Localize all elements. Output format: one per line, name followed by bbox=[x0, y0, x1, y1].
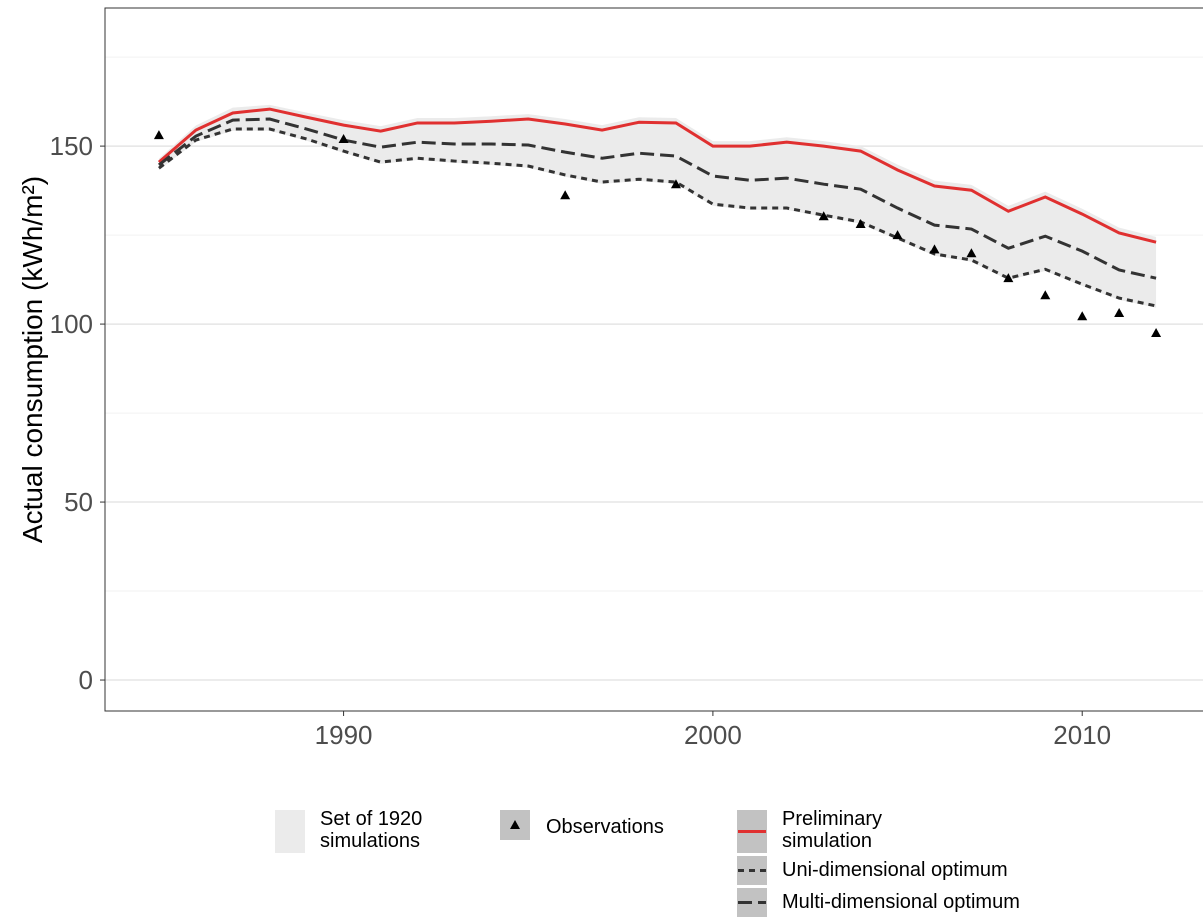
legend-label: Multi-dimensional optimum bbox=[782, 891, 1020, 913]
observation-point bbox=[892, 230, 903, 240]
observation-point bbox=[670, 179, 681, 189]
observation-point bbox=[1003, 273, 1014, 283]
observation-point bbox=[1114, 308, 1125, 318]
observation-point bbox=[1151, 327, 1162, 337]
legend-label: Set of 1920 simulations bbox=[320, 808, 423, 852]
legend-label: Observations bbox=[546, 816, 664, 838]
panel-border bbox=[104, 7, 1203, 712]
simulation-band bbox=[158, 104, 1157, 308]
observation-point bbox=[560, 190, 571, 200]
y-axis-label: Actual consumption (kWh/m²) bbox=[17, 176, 48, 543]
legend-label: Preliminary simulation bbox=[782, 808, 883, 852]
x-tick-label: 2010 bbox=[1053, 720, 1111, 750]
y-tick-label: 50 bbox=[64, 487, 93, 517]
series-line bbox=[157, 107, 1157, 244]
y-tick-label: 150 bbox=[50, 131, 93, 161]
observation-point bbox=[1077, 311, 1088, 321]
observation-point bbox=[338, 133, 349, 143]
observation-point bbox=[966, 248, 977, 258]
y-tick-label: 100 bbox=[50, 309, 93, 339]
observation-point bbox=[818, 211, 829, 221]
observation-point bbox=[153, 130, 164, 140]
legend-key bbox=[275, 810, 305, 853]
x-tick-label: 1990 bbox=[315, 720, 373, 750]
x-tick-label: 2000 bbox=[684, 720, 742, 750]
legend-symbol bbox=[510, 820, 520, 829]
observation-point bbox=[855, 219, 866, 229]
y-tick-label: 0 bbox=[79, 665, 93, 695]
series-line bbox=[158, 127, 1157, 308]
series-line bbox=[157, 117, 1157, 280]
observation-point bbox=[929, 244, 940, 254]
legend-label: Uni-dimensional optimum bbox=[782, 859, 1008, 881]
observation-point bbox=[1040, 290, 1051, 300]
